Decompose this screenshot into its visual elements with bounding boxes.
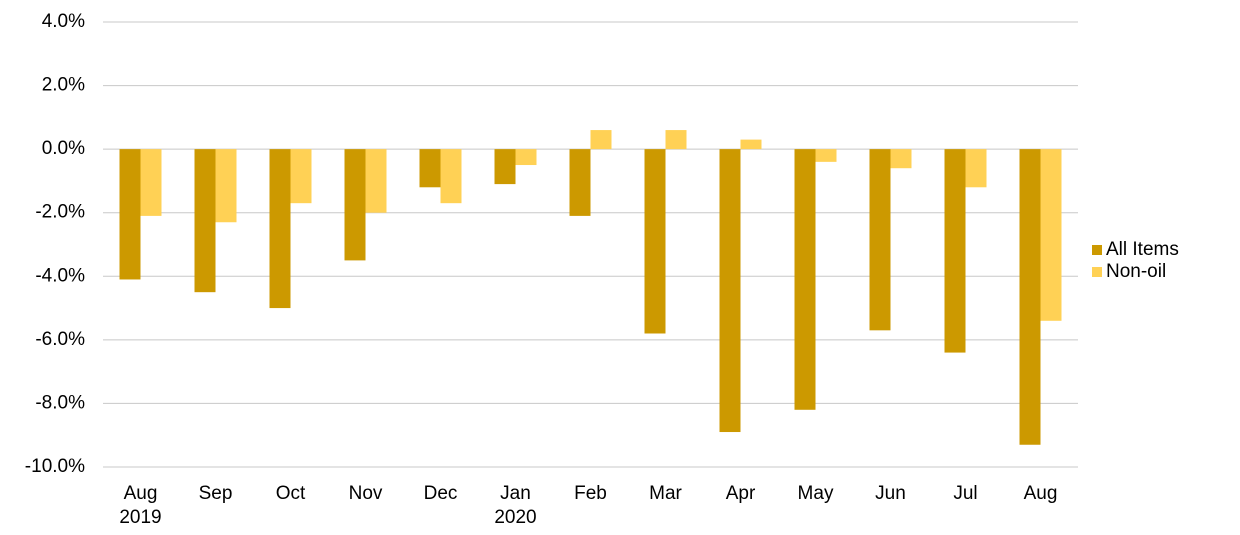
- bar: [344, 149, 366, 261]
- bar: [140, 149, 162, 216]
- x-tick-label: Apr: [725, 483, 756, 504]
- bar: [944, 149, 966, 353]
- x-tick-label: Jun: [875, 483, 906, 504]
- bar: [215, 149, 237, 223]
- legend-swatch: [1092, 245, 1102, 255]
- x-tick-label: Jul: [953, 483, 978, 504]
- bar: [419, 149, 441, 188]
- bar: [569, 149, 591, 216]
- y-tick-label: 4.0%: [42, 11, 85, 32]
- y-tick-label: -4.0%: [35, 265, 85, 286]
- y-tick-label: 2.0%: [42, 75, 85, 96]
- x-tick-label: Sep: [198, 483, 233, 504]
- bar: [365, 149, 387, 213]
- bar: [1040, 149, 1062, 321]
- x-tick-label: Nov: [348, 483, 383, 504]
- legend-swatch: [1092, 267, 1102, 277]
- bar: [1019, 149, 1041, 445]
- bar: [440, 149, 462, 204]
- legend-label: All Items: [1106, 239, 1179, 260]
- y-tick-label: -2.0%: [35, 202, 85, 223]
- bar: [890, 149, 912, 169]
- bar: [194, 149, 216, 293]
- bar: [269, 149, 291, 309]
- bar: [869, 149, 891, 331]
- bar: [515, 149, 537, 166]
- bar: [719, 149, 741, 433]
- bar: [815, 149, 837, 162]
- x-tick-label: Oct: [275, 483, 306, 504]
- x-tick-label: May: [797, 483, 834, 504]
- y-tick-label: -6.0%: [35, 329, 85, 350]
- x-tick-label: Jan 2020: [494, 483, 537, 528]
- bar: [965, 149, 987, 188]
- x-tick-label: Dec: [423, 483, 458, 504]
- bar: [794, 149, 816, 410]
- x-tick-label: Aug 2019: [119, 483, 162, 528]
- x-tick-label: Feb: [574, 483, 607, 504]
- bar: [494, 149, 516, 185]
- bar: [644, 149, 666, 334]
- y-tick-label: 0.0%: [42, 138, 85, 159]
- x-tick-label: Mar: [649, 483, 682, 504]
- bar: [740, 139, 762, 150]
- bar: [665, 130, 687, 150]
- legend-label: Non-oil: [1106, 261, 1166, 282]
- y-tick-label: -10.0%: [25, 456, 85, 477]
- bar: [119, 149, 141, 280]
- y-tick-label: -8.0%: [35, 392, 85, 413]
- x-tick-label: Aug: [1023, 483, 1058, 504]
- bar: [290, 149, 312, 204]
- bar: [590, 130, 612, 150]
